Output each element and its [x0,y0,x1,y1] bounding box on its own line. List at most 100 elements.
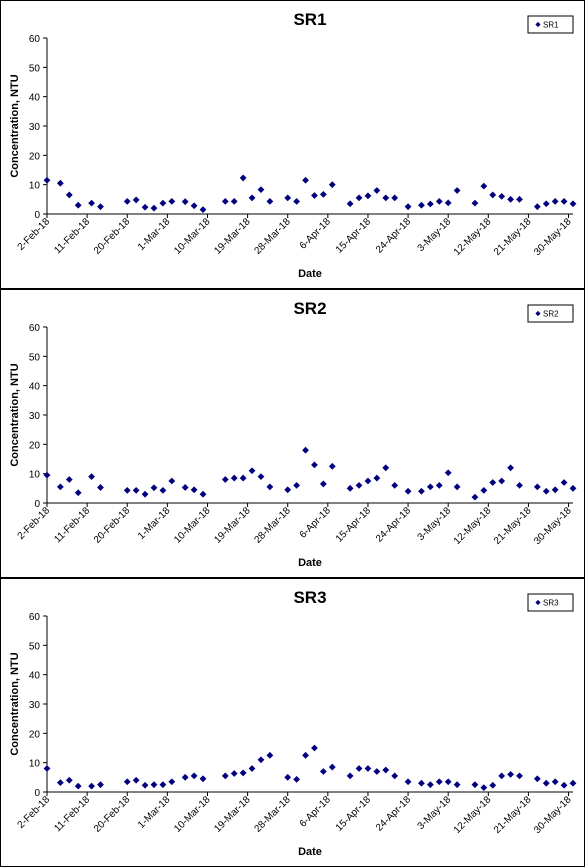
data-point [43,471,51,479]
data-point [471,493,479,501]
legend: SR3 [527,593,574,612]
chart-panel-sr1: SR1 0 10 20 30 40 50 60 2-Feb-18 11-Feb-18 20-Feb-… [0,0,585,289]
data-point [533,203,541,211]
data-point [498,193,506,200]
data-point [542,200,550,208]
y-tick-label: 30 [29,700,41,711]
data-point [311,744,318,752]
data-point [364,477,372,485]
data-point [230,474,238,482]
chart-sr3: SR3 0 10 20 30 40 50 60 2-Feb-18 11-Feb-18 20-Feb-… [9,588,577,858]
y-tick-label: 20 [29,729,41,740]
x-tick-label: 28-Mar-18 [252,216,293,257]
data-point [507,771,514,778]
x-tick-label: 15-Apr-18 [334,216,374,256]
data-point [382,194,390,202]
data-point [453,781,461,789]
x-tick-label: 19-Mar-18 [212,794,253,835]
x-tick-label: 3-May-18 [416,505,454,543]
data-point [181,198,189,206]
data-point [302,446,309,454]
data-point [257,756,265,764]
data-point [373,474,381,482]
x-tick-label: 2-Feb-18 [16,216,53,253]
y-tick-label: 40 [29,93,41,104]
data-point [435,482,443,489]
data-point [364,765,372,772]
data-point [489,479,497,486]
x-axis-title: Date [298,557,322,569]
data-point [65,191,73,199]
data-point [74,489,82,497]
x-tick-label: 12-May-18 [452,505,494,547]
y-axis-title: Concentration, NTU [9,74,21,177]
data-point [150,204,158,212]
data-point [248,765,256,772]
data-point [74,782,82,790]
x-tick-label: 19-Mar-18 [212,505,253,546]
data-point [190,486,198,494]
data-point [542,487,550,495]
data-point [65,476,73,483]
data-point [56,179,64,187]
data-point [248,467,256,475]
x-tick-label: 1-Mar-18 [136,505,173,542]
chart-panel-sr3: SR3 0 10 20 30 40 50 60 2-Feb-18 11-Feb-18 20-Feb-… [0,578,585,867]
data-point [489,781,497,789]
y-tick-label: 0 [34,499,40,510]
data-point [404,487,412,495]
y-tick-label: 60 [29,34,41,45]
data-point [382,464,390,472]
legend-marker [535,21,541,28]
legend: SR1 [527,15,574,34]
data-point [181,773,189,781]
data-point [328,763,336,771]
x-tick-label: 2-Feb-18 [16,794,53,831]
x-tick-label: 20-Feb-18 [92,794,133,835]
data-point [65,776,73,784]
y-tick-label: 10 [29,759,41,770]
data-point [480,182,488,190]
data-point [319,480,327,488]
data-point [132,196,140,204]
y-tick-label: 10 [29,181,41,192]
y-tick-label: 20 [29,151,41,162]
x-tick-label: 12-May-18 [452,216,494,258]
y-tick-label: 50 [29,63,41,74]
data-point [364,192,372,200]
data-point [221,197,229,205]
data-point [43,765,51,772]
x-tick-label: 10-Mar-18 [172,216,213,257]
data-point [311,461,318,469]
chart-sr2: SR2 0 10 20 30 40 50 60 2-Feb-18 11-Feb-18 20-Feb-… [9,299,577,569]
x-tick-label: 19-Mar-18 [212,216,253,257]
data-point [373,768,381,775]
data-point [141,490,149,498]
data-point [498,477,506,485]
data-point [141,203,149,211]
data-point [569,779,577,787]
data-point [516,482,523,489]
data-point [480,784,488,791]
data-point [141,781,149,789]
data-point [355,482,363,489]
data-point [56,483,64,491]
data-point [302,176,309,184]
x-tick-label: 24-Apr-18 [374,505,414,545]
y-axis-title: Concentration, NTU [9,363,21,466]
data-point [230,197,238,205]
data-point [391,482,399,489]
data-point [480,486,488,494]
data-point [426,200,434,208]
legend-label: SR1 [543,21,559,30]
data-point [266,483,274,491]
legend-label: SR2 [543,310,559,319]
data-point [319,768,327,775]
x-tick-label: 6-Apr-18 [298,794,334,830]
data-point [404,778,412,786]
y-tick-label: 60 [29,612,41,623]
data-point [284,194,292,202]
data-point [97,203,104,211]
x-tick-label: 20-Feb-18 [92,216,133,257]
data-point [199,490,207,498]
